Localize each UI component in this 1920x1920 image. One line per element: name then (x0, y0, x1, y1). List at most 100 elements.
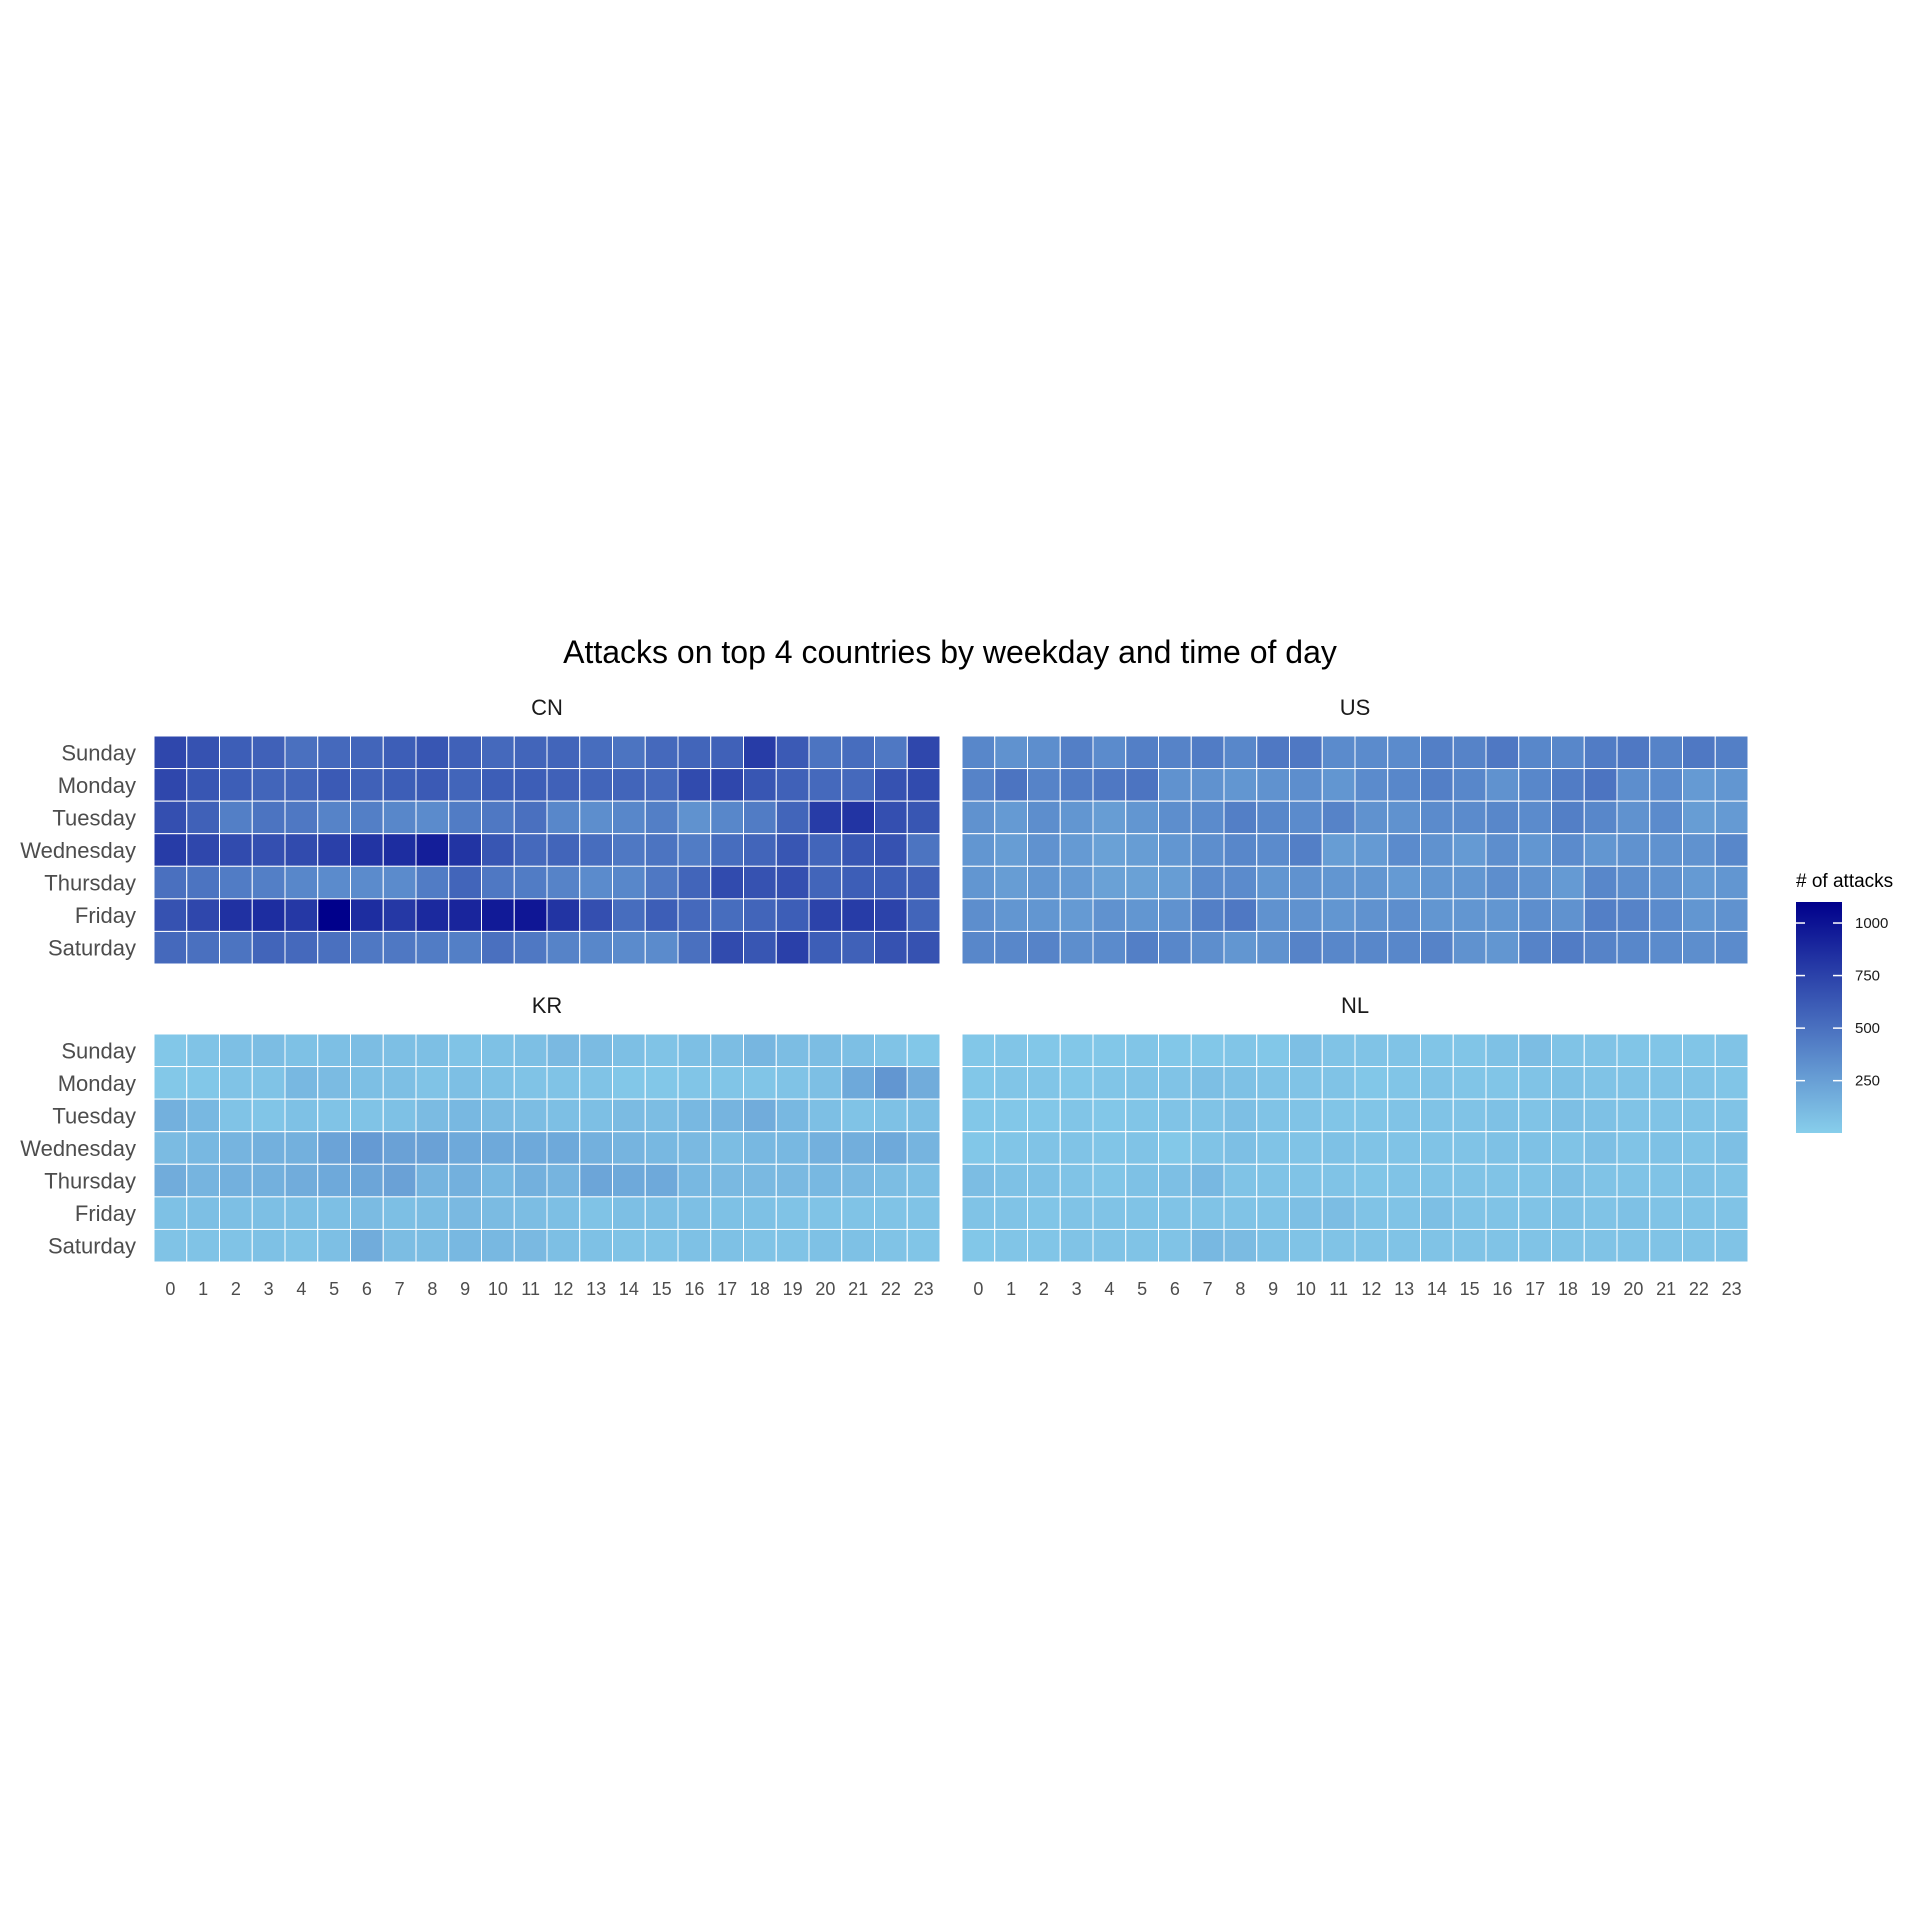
heatmap-cell (677, 1228, 712, 1263)
heatmap-cell (677, 1196, 712, 1230)
heatmap-cell (1551, 1098, 1585, 1133)
heatmap-cell (1289, 735, 1323, 770)
heatmap-cell (382, 768, 417, 802)
heatmap-cell (1649, 1033, 1683, 1068)
heatmap-cell (1583, 865, 1618, 900)
heatmap-cell (546, 1163, 581, 1198)
heatmap-cell (874, 1033, 908, 1068)
heatmap-cell (1223, 1131, 1258, 1165)
heatmap-cell (415, 735, 450, 770)
heatmap-cell (481, 898, 515, 932)
heatmap-cell (1616, 930, 1651, 965)
heatmap-cell (1616, 833, 1651, 867)
heatmap-cell (1354, 1098, 1389, 1133)
heatmap-cell (961, 735, 996, 770)
heatmap-cell (350, 1098, 384, 1133)
heatmap-cell (1551, 833, 1585, 867)
heatmap-cell (961, 1196, 996, 1230)
heatmap-cell (1354, 1066, 1389, 1100)
heatmap-cell (1256, 1163, 1290, 1198)
facet-label: KR (532, 993, 563, 1018)
heatmap-cell (284, 1196, 319, 1230)
heatmap-cell (644, 865, 679, 900)
heatmap-cell (546, 1098, 581, 1133)
heatmap-cell (481, 1066, 515, 1100)
heatmap-cell (1289, 768, 1323, 802)
heatmap-cell (994, 865, 1028, 900)
heatmap-cell (1420, 865, 1454, 900)
heatmap-cell (841, 1163, 875, 1198)
heatmap-cell (906, 1033, 941, 1068)
x-tick-label: 22 (881, 1279, 901, 1299)
heatmap-cell (382, 800, 417, 835)
heatmap-cell (612, 1228, 646, 1263)
heatmap-cell (874, 800, 908, 835)
heatmap-cell (1059, 1228, 1094, 1263)
heatmap-cell (841, 735, 875, 770)
heatmap-cell (1452, 768, 1487, 802)
heatmap-cell (612, 1033, 646, 1068)
heatmap-cell (1452, 833, 1487, 867)
y-tick-label: Saturday (48, 1234, 136, 1259)
heatmap-cell (1682, 865, 1716, 900)
heatmap-cell (1289, 1098, 1323, 1133)
heatmap-cell (153, 1196, 188, 1230)
heatmap-cell (1551, 800, 1585, 835)
heatmap-cell (1059, 735, 1094, 770)
heatmap-cell (1583, 768, 1618, 802)
heatmap-cell (1125, 1196, 1159, 1230)
heatmap-cell (317, 1163, 351, 1198)
heatmap-cell (415, 800, 450, 835)
heatmap-cell (350, 800, 384, 835)
heatmap-cell (808, 1033, 843, 1068)
x-tick-label: 1 (1006, 1279, 1016, 1299)
heatmap-cell (994, 800, 1028, 835)
legend-tick-label: 500 (1855, 1020, 1880, 1037)
heatmap-cell (1354, 930, 1389, 965)
heatmap-cell (415, 865, 450, 900)
heatmap-cell (481, 1098, 515, 1133)
x-tick-label: 2 (1039, 1279, 1049, 1299)
facet-label: US (1340, 695, 1371, 720)
heatmap-cell (1125, 930, 1159, 965)
heatmap-cell (1125, 735, 1159, 770)
heatmap-cell (186, 898, 220, 932)
heatmap-cell (710, 833, 744, 867)
heatmap-cell (841, 1131, 875, 1165)
heatmap-cell (743, 1098, 777, 1133)
heatmap-cell (1583, 1196, 1618, 1230)
heatmap-cell (481, 833, 515, 867)
heatmap-cell (186, 1196, 220, 1230)
heatmap-cell (1223, 1196, 1258, 1230)
heatmap-cell (1649, 1131, 1683, 1165)
x-tick-label: 3 (264, 1279, 274, 1299)
heatmap-cell (1092, 1131, 1127, 1165)
heatmap-cell (1321, 768, 1356, 802)
heatmap-cell (710, 1098, 744, 1133)
heatmap-cell (961, 1066, 996, 1100)
heatmap-cell (677, 735, 712, 770)
heatmap-cell (775, 1098, 810, 1133)
heatmap-cell (710, 768, 744, 802)
heatmap-cell (415, 1196, 450, 1230)
heatmap-cell (1452, 898, 1487, 932)
heatmap-cell (906, 1163, 941, 1198)
heatmap-cell (1321, 1131, 1356, 1165)
heatmap-cell (382, 1033, 417, 1068)
heatmap-cell (448, 1131, 482, 1165)
heatmap-cell (961, 865, 996, 900)
heatmap-cell (1420, 833, 1454, 867)
heatmap-cell (1387, 833, 1421, 867)
heatmap-cell (513, 1196, 548, 1230)
heatmap-cell (1223, 1163, 1258, 1198)
heatmap-cell (219, 768, 253, 802)
heatmap-cell (1092, 898, 1127, 932)
heatmap-cell (579, 833, 613, 867)
x-tick-label: 3 (1072, 1279, 1082, 1299)
heatmap-cell (775, 768, 810, 802)
heatmap-cell (513, 898, 548, 932)
heatmap-cell (1387, 735, 1421, 770)
heatmap-cell (743, 800, 777, 835)
heatmap-cell (1714, 1098, 1749, 1133)
heatmap-cell (1158, 1163, 1192, 1198)
